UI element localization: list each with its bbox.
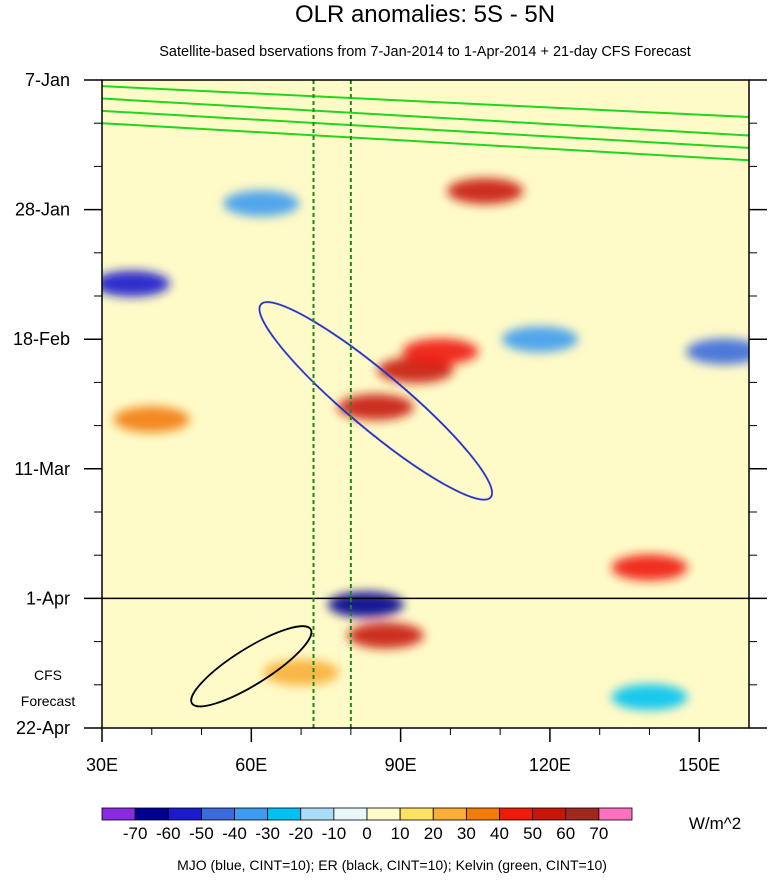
colorbar-label: 30 bbox=[457, 824, 476, 843]
colorbar-swatch bbox=[499, 807, 534, 821]
colorbar-swatch bbox=[267, 807, 302, 821]
colorbar-label: -10 bbox=[322, 824, 347, 843]
colorbar-swatch bbox=[432, 807, 467, 821]
colorbar-label: -50 bbox=[189, 824, 214, 843]
colorbar-swatch bbox=[101, 807, 136, 821]
er-contour bbox=[190, 625, 313, 708]
plot-frame bbox=[101, 79, 750, 729]
anomaly-cell bbox=[337, 394, 414, 421]
colorbar-label: 40 bbox=[490, 824, 509, 843]
forecast-label-line1: CFS bbox=[34, 667, 62, 683]
forecast-label-line2: Forecast bbox=[21, 693, 76, 709]
x-tick-label: 30E bbox=[86, 755, 118, 775]
plot-background bbox=[102, 80, 749, 728]
colorbar-label: -70 bbox=[123, 824, 148, 843]
colorbar-swatch bbox=[300, 807, 335, 821]
anomaly-cell bbox=[686, 338, 749, 365]
colorbar-unit: W/m^2 bbox=[689, 814, 741, 833]
kelvin-contour bbox=[102, 97, 749, 137]
colorbar-label: 0 bbox=[362, 824, 371, 843]
kelvin-contour bbox=[102, 85, 749, 119]
x-tick-label: 60E bbox=[235, 755, 267, 775]
kelvin-contour bbox=[102, 122, 749, 162]
colorbar-swatch bbox=[366, 807, 401, 821]
y-tick-label: 11-Mar bbox=[14, 459, 70, 479]
anomaly-cell bbox=[102, 270, 170, 297]
colorbar-label: 50 bbox=[523, 824, 542, 843]
colorbar-swatch bbox=[234, 807, 269, 821]
y-tick-label: 28-Jan bbox=[15, 200, 70, 220]
chart-title: OLR anomalies: 5S - 5N bbox=[295, 1, 555, 28]
forecast-label: CFS Forecast bbox=[21, 667, 76, 709]
anomaly-cell bbox=[113, 406, 190, 433]
y-tick-label: 1-Apr bbox=[26, 588, 70, 608]
anomaly-cell bbox=[447, 178, 524, 205]
colorbar-swatch bbox=[134, 807, 169, 821]
plot-area bbox=[101, 79, 750, 729]
colorbar-label: -30 bbox=[255, 824, 280, 843]
colorbar: -70 -60 -50 -40 -30 -20 -10 0 10 20 30 40 50 60 70 bbox=[101, 807, 633, 843]
colorbar-label: 70 bbox=[589, 824, 608, 843]
colorbar-swatch bbox=[333, 807, 368, 821]
anomaly-cell bbox=[347, 622, 424, 649]
x-tick-label: 150E bbox=[678, 755, 720, 775]
x-tick-label: 120E bbox=[529, 755, 571, 775]
colorbar-swatch bbox=[200, 807, 235, 821]
colorbar-label: -20 bbox=[288, 824, 313, 843]
y-tick-label: 22-Apr bbox=[16, 718, 70, 738]
colorbar-label: 20 bbox=[424, 824, 443, 843]
colorbar-swatch bbox=[167, 807, 202, 821]
colorbar-label: 60 bbox=[556, 824, 575, 843]
anomaly-cell bbox=[402, 338, 479, 365]
colorbar-label: 10 bbox=[391, 824, 410, 843]
anomaly-cell bbox=[611, 684, 688, 711]
mjo-contour bbox=[258, 301, 493, 501]
colorbar-swatch bbox=[532, 807, 567, 821]
colorbar-label: -60 bbox=[156, 824, 181, 843]
colorbar-swatch bbox=[565, 807, 600, 821]
y-tick-label: 7-Jan bbox=[25, 70, 70, 90]
colorbar-label: -40 bbox=[222, 824, 247, 843]
colorbar-swatch bbox=[598, 807, 633, 821]
x-axis: 30E 60E 90E 120E 150E bbox=[86, 728, 720, 775]
y-tick-label: 18-Feb bbox=[13, 329, 70, 349]
contour-legend: MJO (blue, CINT=10); ER (black, CINT=10)… bbox=[177, 857, 607, 873]
anomaly-cell bbox=[501, 326, 578, 353]
x-tick-label: 90E bbox=[385, 755, 417, 775]
anomaly-cell bbox=[223, 190, 300, 217]
anomaly-field bbox=[102, 178, 749, 711]
chart-subtitle: Satellite-based bservations from 7-Jan-2… bbox=[159, 44, 691, 60]
anomaly-cell bbox=[327, 591, 404, 618]
colorbar-swatch bbox=[399, 807, 434, 821]
anomaly-cell bbox=[611, 554, 688, 581]
y-axis: 7-Jan 28-Jan 18-Feb 11-Mar 1-Apr 22-Apr bbox=[13, 70, 767, 738]
kelvin-contour bbox=[102, 109, 749, 149]
colorbar-swatch bbox=[465, 807, 500, 821]
